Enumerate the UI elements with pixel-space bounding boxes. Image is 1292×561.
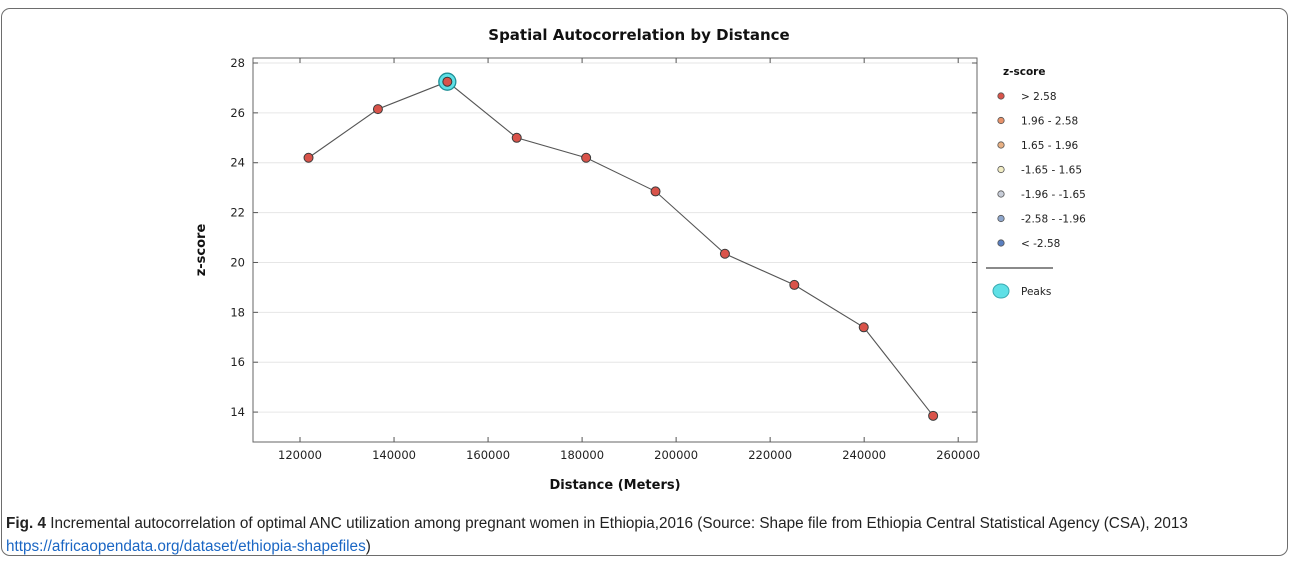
- y-tick-label: 16: [230, 355, 245, 369]
- y-tick-label: 26: [230, 106, 245, 120]
- legend-item-label: -1.65 - 1.65: [1021, 165, 1082, 177]
- autocorrelation-chart: Spatial Autocorrelation by Distance 14 16…: [194, 26, 1086, 493]
- legend-item-label: < -2.58: [1021, 238, 1060, 250]
- y-tick-label: 28: [230, 56, 245, 70]
- x-tick-label: 260000: [936, 448, 980, 462]
- legend-swatch: [997, 190, 1005, 198]
- data-point: [442, 76, 453, 87]
- legend-swatch: [997, 239, 1005, 247]
- x-tick-label: 160000: [466, 448, 510, 462]
- figure-caption: Fig. 4 Incremental autocorrelation of op…: [6, 512, 1276, 558]
- caption-label: Fig. 4: [6, 515, 46, 532]
- axes: 14 16 18 20 22 24 26 28 120000 140000 160000 180000…: [230, 56, 980, 462]
- legend-swatch: [997, 141, 1005, 149]
- caption-link[interactable]: https://africaopendata.org/dataset/ethio…: [6, 538, 366, 555]
- x-tick-label: 140000: [372, 448, 416, 462]
- legend-item-label: -2.58 - -1.96: [1021, 214, 1086, 226]
- y-tick-label: 14: [230, 405, 245, 419]
- legend-peaks-label: Peaks: [1021, 286, 1051, 298]
- y-tick-label: 24: [230, 156, 245, 170]
- plot-area: [252, 57, 978, 443]
- chart-title: Spatial Autocorrelation by Distance: [488, 26, 789, 44]
- legend-swatch: [997, 165, 1005, 174]
- legend-item-label: > 2.58: [1021, 91, 1057, 103]
- series-line: [308, 81, 934, 417]
- figure-frame: [1, 8, 1288, 556]
- data-point: [511, 132, 522, 143]
- legend-swatch: [997, 116, 1005, 125]
- legend: z-score > 2.58 1.96 - 2.58 1.65 - 1.96 -1.65…: [986, 66, 1086, 299]
- caption-text: Incremental autocorrelation of optimal A…: [45, 515, 1188, 532]
- data-series: [303, 72, 939, 421]
- data-point: [372, 104, 383, 115]
- data-point: [858, 322, 869, 333]
- data-point: [928, 410, 939, 421]
- legend-title: z-score: [1003, 66, 1045, 78]
- legend-item-label: -1.96 - -1.65: [1021, 189, 1086, 201]
- x-tick-label: 220000: [748, 448, 792, 462]
- x-tick-label: 240000: [842, 448, 886, 462]
- data-point: [303, 152, 314, 163]
- legend-swatch: [997, 92, 1005, 100]
- y-tick-label: 18: [230, 305, 245, 319]
- x-axis-label: Distance (Meters): [549, 478, 680, 493]
- caption-end: ): [365, 538, 371, 555]
- grid-lines: [253, 62, 977, 413]
- y-tick-label: 20: [230, 255, 245, 269]
- data-point: [719, 248, 730, 259]
- legend-peaks-swatch: [992, 283, 1010, 299]
- data-point: [650, 186, 661, 197]
- legend-item-label: 1.96 - 2.58: [1021, 116, 1078, 128]
- x-tick-label: 200000: [654, 448, 698, 462]
- y-axis-label: z-score: [194, 224, 209, 277]
- legend-swatch: [997, 214, 1005, 223]
- data-point: [789, 279, 800, 290]
- x-tick-label: 120000: [278, 448, 322, 462]
- data-point: [581, 152, 592, 163]
- legend-item-label: 1.65 - 1.96: [1021, 140, 1079, 152]
- y-tick-label: 22: [230, 206, 245, 220]
- x-tick-label: 180000: [560, 448, 604, 462]
